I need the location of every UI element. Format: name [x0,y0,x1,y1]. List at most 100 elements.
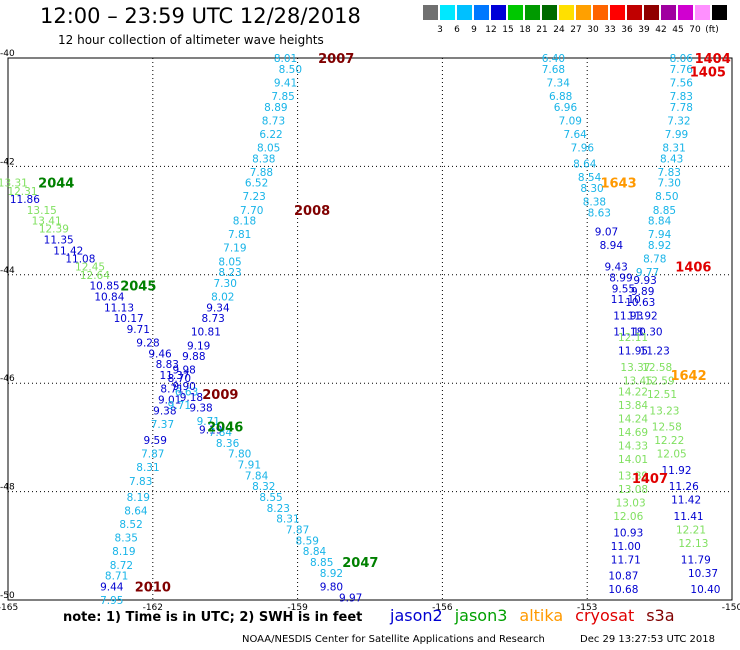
data-label: 11.92 [661,465,691,477]
data-label: 11.35 [44,235,74,247]
data-label: 8.19 [127,492,150,504]
scale-swatch [593,5,608,20]
track-label: 1406 [675,261,711,276]
data-label: 12.13 [678,538,708,550]
y-tick-label: -46 [0,374,15,384]
data-label: 9.71 [197,416,220,428]
data-label: 8.31 [276,514,299,526]
data-label: 10.68 [608,584,638,596]
track-label: 1643 [600,177,636,192]
data-label: 8.64 [573,159,597,171]
data-label: 6.52 [245,178,268,190]
data-label: 7.84 [209,427,233,439]
data-label: 9.19 [199,424,222,436]
data-label: 13.31 [0,178,28,190]
data-label: 14.22 [618,386,648,398]
track-label: 2046 [207,421,243,436]
data-label: 9.90 [172,381,195,393]
data-label: 8.31 [662,142,685,154]
data-label: 10.37 [688,568,718,580]
data-label: 11.79 [681,554,711,566]
data-label: 8.70 [168,373,191,385]
data-label: 11.93 [613,310,643,322]
data-label: 11.41 [674,511,704,523]
data-label: 9.28 [136,338,159,350]
data-label: 8.38 [583,197,606,209]
y-tick-label: -48 [0,483,15,493]
data-label: 11.00 [611,541,641,553]
scale-label: 45 [672,25,684,35]
data-label: 9.07 [595,226,618,238]
data-label: 7.95 [100,595,123,607]
scale-swatch [491,5,506,20]
data-label: 8.92 [648,240,671,252]
data-label: 9.80 [320,581,343,593]
scale-swatch [423,5,438,20]
data-label: 7.91 [238,460,261,472]
data-label: 10.84 [94,291,124,303]
data-label: 8.84 [303,546,327,558]
data-label: 6.96 [554,102,578,114]
data-label: 8.36 [216,438,240,450]
data-label: 8.72 [110,560,133,572]
data-label: 8.05 [218,256,241,268]
data-label: 11.42 [671,495,701,507]
data-label: 8.31 [136,462,159,474]
data-label: 8.30 [580,183,603,195]
data-label: 8.23 [267,503,290,515]
legend-item: jason3 [454,606,508,625]
chart-title: 12:00 – 23:59 UTC 12/28/2018 [40,4,361,28]
data-label: 8.94 [600,240,624,252]
scale-swatch [542,5,557,20]
track-label: 2047 [342,556,378,571]
data-label: 9.43 [604,262,627,274]
track-label: 2044 [38,177,74,192]
data-label: 8.43 [660,153,683,165]
scale-label: 33 [604,25,616,35]
data-label: 7.84 [245,470,269,482]
scale-label: 18 [519,25,531,35]
scale-label: 36 [621,25,633,35]
data-label: 12.39 [39,224,69,236]
data-label: 9.59 [144,435,167,447]
data-label: 10.40 [690,584,720,596]
scale-label: 12 [485,25,497,35]
scale-label: 21 [536,25,548,35]
data-label: 8.85 [310,557,333,569]
data-label: 12.45 [75,262,105,274]
scale-label: 15 [502,25,514,35]
track-label: 1407 [632,472,668,487]
data-label: 9.88 [182,351,205,363]
legend: jason2 jason3 altika cryosat s3a [390,606,687,625]
data-label: 12.58 [642,362,672,374]
x-tick-label: -165 [0,603,18,613]
data-label: 12.22 [654,435,684,447]
data-label: 9.01 [158,394,181,406]
data-label: 7.68 [542,64,565,76]
data-label: 7.96 [571,142,595,154]
data-label: 7.32 [667,115,690,127]
data-label: 11.71 [611,554,641,566]
x-tick-label: -150 [722,603,740,613]
data-label: 8.06 [670,53,694,65]
scale-label: 42 [655,25,667,35]
data-label: 8.92 [320,568,343,580]
data-label: 11.86 [10,194,40,206]
data-label: 8.84 [648,216,672,228]
data-label: 14.33 [618,441,648,453]
chart-subtitle: 12 hour collection of altimeter wave hei… [58,33,324,47]
data-label: 7.85 [271,91,294,103]
data-label: 7.78 [670,102,693,114]
data-label: 7.88 [250,167,273,179]
y-tick-label: -40 [0,49,15,59]
scale-label: 70 [689,25,701,35]
data-label: 9.89 [631,286,654,298]
data-label: 11.26 [669,481,699,493]
data-label: 10.85 [90,281,120,293]
scale-swatch [559,5,574,20]
data-label: 10.81 [191,327,221,339]
data-label: 13.84 [618,400,648,412]
data-label: 12.21 [676,525,706,537]
data-label: 12.06 [613,511,643,523]
